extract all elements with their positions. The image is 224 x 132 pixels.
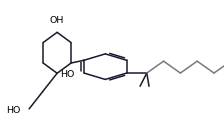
- Text: HO: HO: [6, 106, 21, 115]
- Text: HO: HO: [61, 70, 75, 79]
- Text: OH: OH: [50, 16, 64, 25]
